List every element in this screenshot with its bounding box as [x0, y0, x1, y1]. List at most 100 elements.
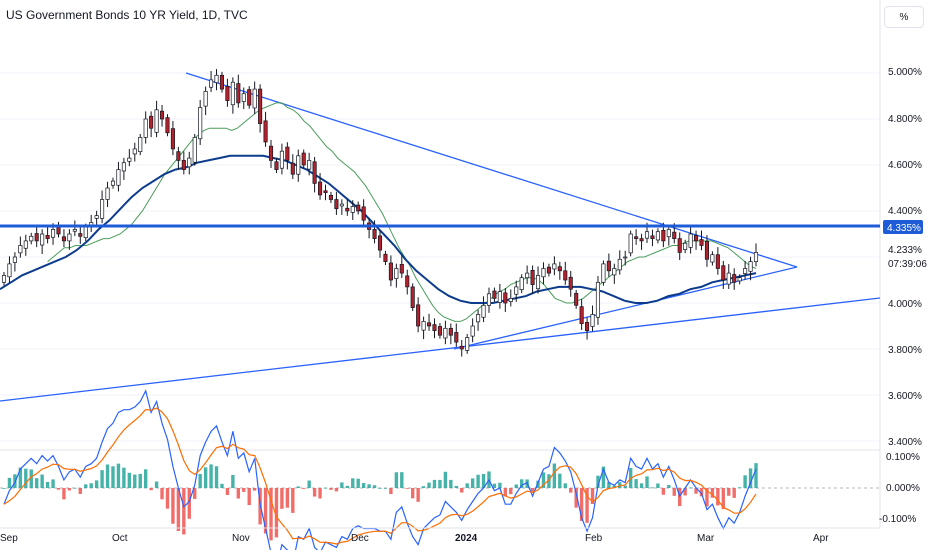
candle	[476, 309, 481, 331]
candle-body	[546, 266, 551, 274]
candle	[595, 276, 601, 325]
macd-histogram-bar	[351, 478, 355, 488]
candle	[274, 158, 279, 174]
candle-body	[437, 326, 442, 336]
macd-histogram-bar	[323, 487, 328, 489]
candle	[650, 229, 655, 247]
candle	[568, 271, 573, 297]
price-tick: 5.000%	[888, 67, 922, 78]
candle	[143, 111, 148, 144]
macd-histogram-bar	[367, 484, 371, 488]
macd-histogram-bar	[530, 488, 535, 492]
candle-body	[176, 151, 181, 161]
candle-body	[416, 304, 421, 327]
indicator-tick: -0.100%	[879, 514, 916, 525]
price-tick: 4.400%	[888, 206, 922, 217]
candle-body	[187, 157, 192, 168]
macd-histogram-bar	[334, 488, 339, 492]
macd-histogram-bar	[198, 473, 202, 488]
candle	[154, 100, 159, 138]
upper-trendline	[185, 72, 798, 268]
macd-histogram-bar	[73, 487, 77, 489]
candle	[252, 81, 257, 115]
candle-body	[694, 235, 699, 242]
candle-body	[563, 270, 568, 281]
candle-body	[247, 89, 252, 106]
candle-body	[230, 81, 235, 106]
macd-histogram-bar	[612, 485, 617, 488]
scale-toggle-button[interactable]: %	[884, 6, 924, 28]
macd-histogram-bar	[683, 488, 687, 496]
candle	[356, 201, 361, 215]
candle-body	[312, 161, 317, 184]
macd-histogram-bar	[182, 488, 186, 535]
macd-histogram-bar	[274, 488, 279, 538]
macd-histogram-bar	[24, 468, 28, 488]
macd-histogram-bar	[307, 480, 311, 488]
candle-body	[143, 118, 148, 138]
candle-body	[214, 74, 219, 84]
candle	[247, 86, 252, 109]
candle	[34, 225, 39, 248]
macd-histogram-bar	[514, 484, 518, 488]
candle-body	[721, 265, 726, 281]
candle-body	[67, 233, 72, 242]
macd-histogram-bar	[78, 488, 82, 494]
candle-body	[655, 231, 660, 241]
candle-body	[617, 258, 622, 271]
time-label: Apr	[813, 533, 829, 544]
macd-histogram-bar	[318, 488, 322, 499]
candle	[236, 74, 241, 108]
candle-body	[661, 229, 666, 242]
macd-histogram-bar	[122, 467, 126, 488]
candle	[394, 263, 399, 288]
candle	[710, 251, 715, 266]
price-tick: 3.400%	[888, 437, 922, 448]
candle-body	[525, 272, 530, 279]
macd-histogram-bar	[716, 488, 720, 506]
candle	[149, 111, 154, 138]
candle-body	[530, 269, 535, 285]
candle	[219, 71, 225, 93]
macd-histogram-bar	[187, 488, 191, 519]
macd-histogram-bar	[476, 474, 480, 488]
macd-histogram-bar	[302, 488, 306, 489]
macd-histogram-bar	[231, 475, 235, 488]
time-axis[interactable]: Sep Oct Nov Dec 2024 Feb Mar Apr	[0, 527, 880, 544]
candle	[170, 121, 175, 156]
macd-histogram-bar	[634, 479, 638, 488]
candle-body	[672, 231, 677, 239]
macd-histogram-bar	[7, 477, 12, 488]
macd-histogram-bar	[84, 484, 88, 488]
candle	[525, 265, 530, 284]
candle-body	[1, 275, 7, 283]
macd-histogram-bar	[503, 488, 508, 497]
moving-averages	[0, 102, 757, 322]
candle	[574, 289, 579, 309]
candle	[748, 256, 753, 281]
macd-histogram-bar	[743, 475, 747, 488]
candle-body	[40, 233, 45, 246]
candle-body	[29, 235, 34, 242]
candle-body	[236, 83, 241, 104]
candle	[176, 146, 181, 170]
candle	[617, 250, 622, 275]
macd-histogram-bar	[269, 488, 273, 541]
macd-histogram-bar	[699, 488, 704, 497]
candle	[465, 334, 470, 354]
macd-histogram-bar	[383, 487, 388, 489]
candle	[198, 99, 203, 145]
candle	[372, 220, 377, 244]
candle-body	[644, 231, 650, 239]
price-axis[interactable]: 5.000% 4.800% 4.600% 4.400% 4.233% 07:39…	[883, 67, 927, 448]
candle	[606, 253, 611, 278]
candle	[12, 252, 17, 272]
candle	[514, 280, 519, 302]
macd-histogram-bar	[547, 474, 551, 488]
candle-body	[290, 162, 295, 175]
macd-histogram-bar	[193, 488, 197, 499]
indicator-tick: 0.100%	[886, 452, 920, 463]
time-label: Nov	[232, 533, 250, 544]
candle	[519, 274, 524, 294]
